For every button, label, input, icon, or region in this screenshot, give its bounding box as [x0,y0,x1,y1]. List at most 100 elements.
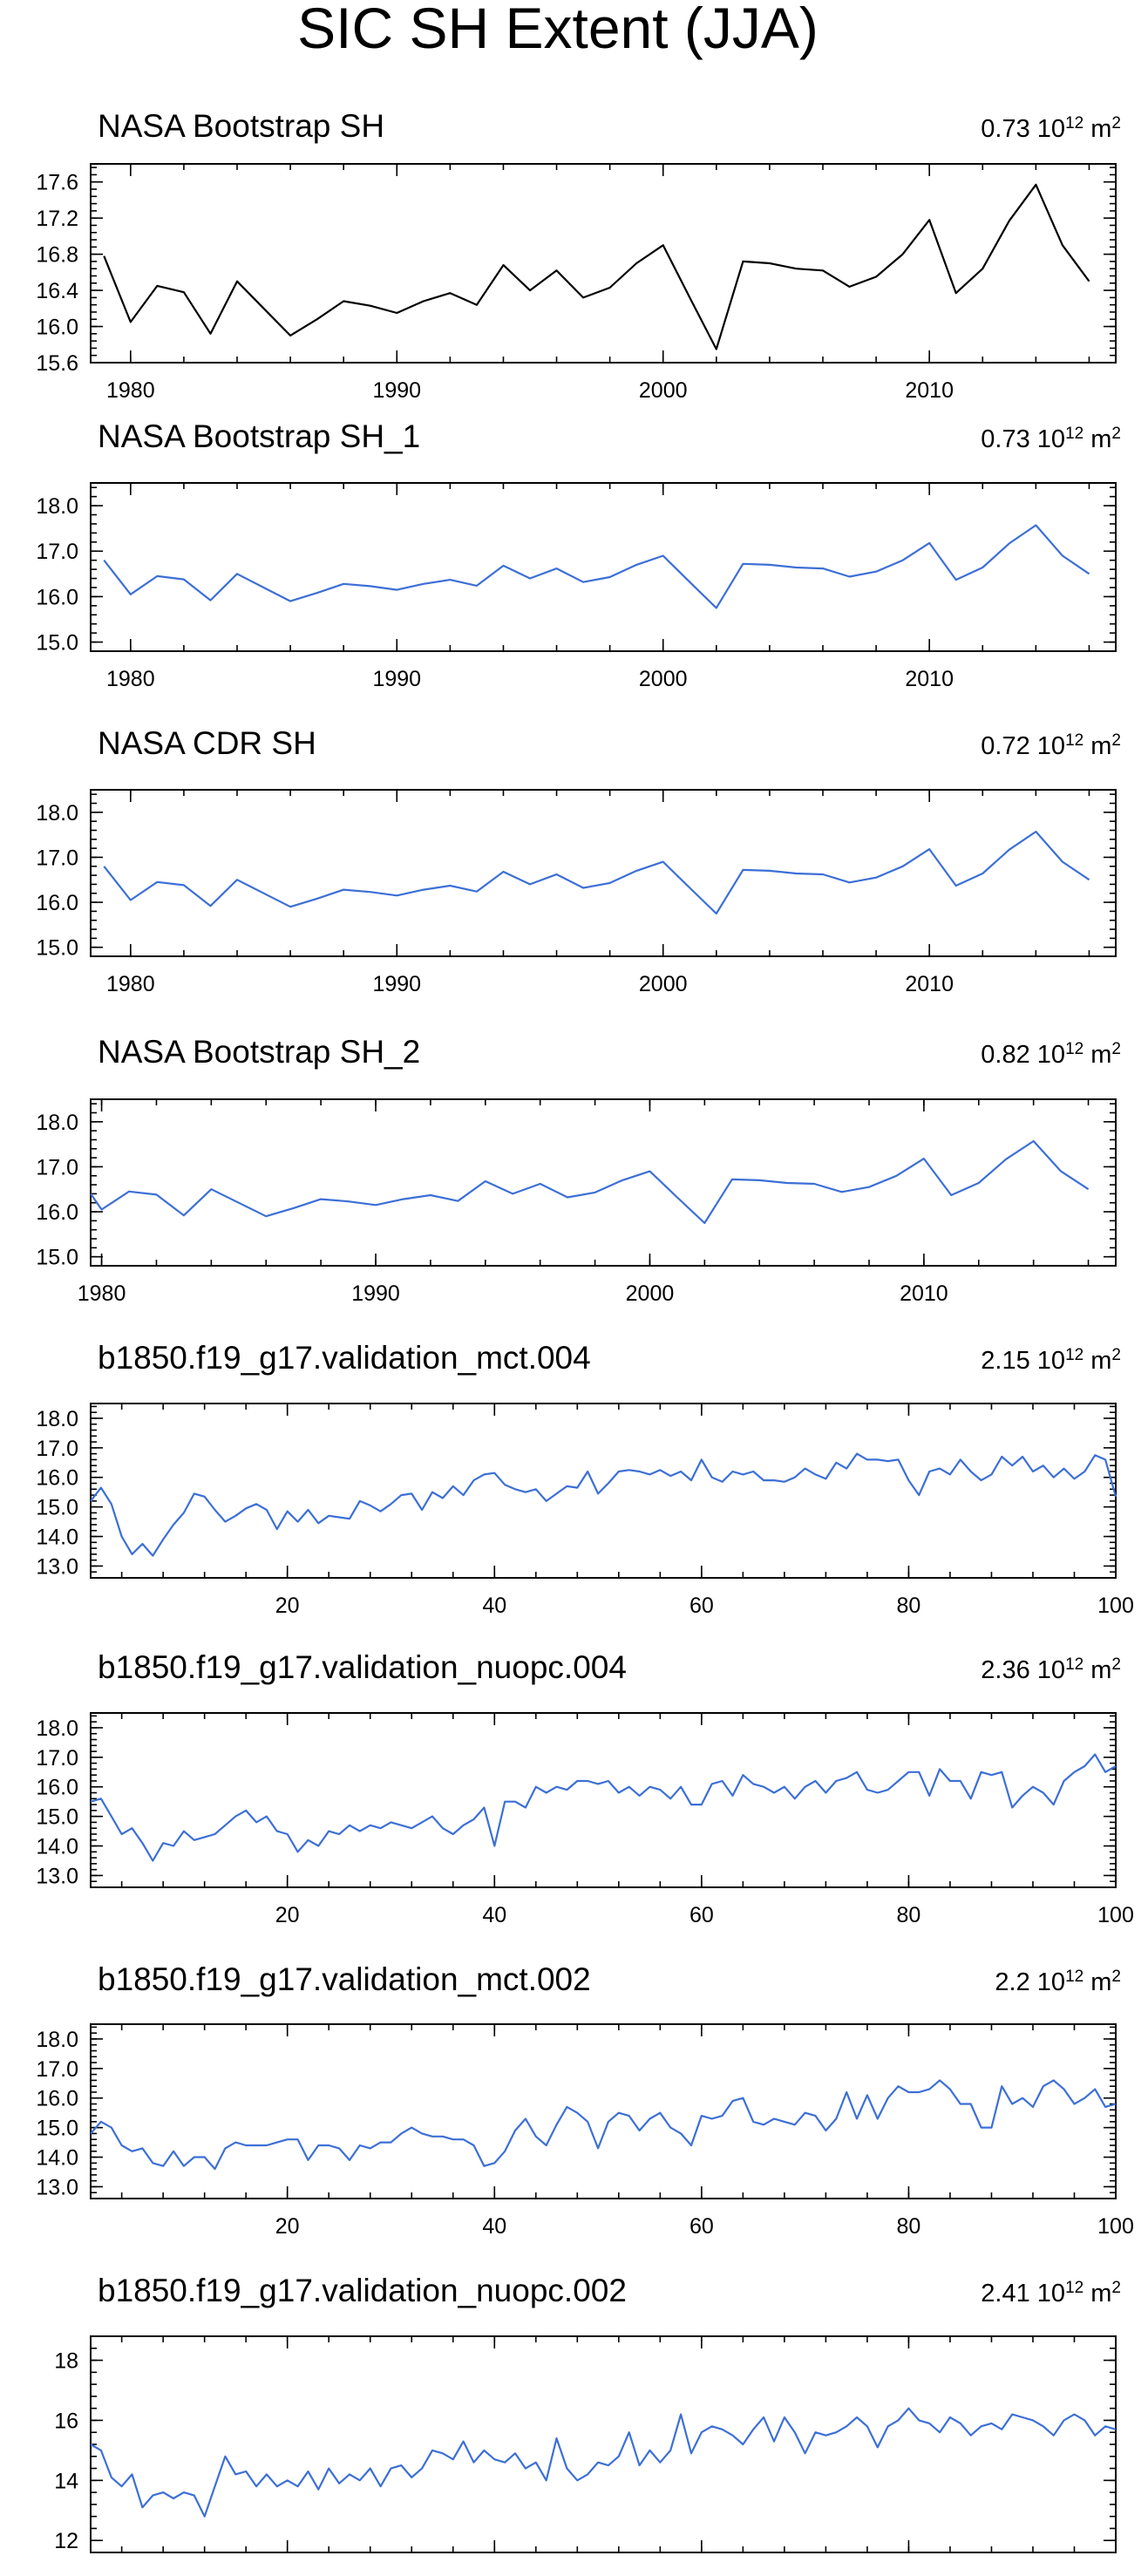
x-tick-label: 100 [1097,2214,1134,2239]
x-tick-label: 60 [689,1903,714,1927]
chart-panel: NASA Bootstrap SH_1 0.73 1012 m2 15.0 16.0 1… [36,418,1121,691]
x-tick-label: 60 [689,1594,714,1618]
series-line [103,830,1090,915]
y-tick-label: 16.0 [36,891,78,915]
stat-label: 2.36 1012 m2 [981,1655,1121,1685]
stat-label: 0.73 1012 m2 [981,425,1121,454]
y-tick-label: 15.0 [36,2117,78,2141]
y-tick-label: 16.0 [36,1466,78,1491]
chart-panel: NASA Bootstrap SH_2 0.82 1012 m2 15.0 16.0 1… [36,1034,1121,1306]
plot-frame [90,789,1117,957]
panel-title: b1850.f19_g17.validation_mct.002 [98,1961,591,1997]
y-tick-label: 18.0 [36,801,78,826]
y-tick-label: 16.0 [36,316,78,340]
series-line [90,1753,1117,1862]
stat-label: 0.73 1012 m2 [981,114,1121,144]
x-tick-label: 1980 [106,378,155,403]
panel-title: b1850.f19_g17.validation_mct.004 [98,1340,591,1376]
x-tick-label: 40 [482,2214,506,2239]
panel-title: NASA Bootstrap SH [98,108,384,144]
y-tick-label: 14.0 [36,1835,78,1859]
y-tick-label: 14.0 [36,2146,78,2171]
y-tick-label: 14.0 [36,1526,78,1550]
y-tick-label: 12 [54,2529,78,2553]
y-tick-label: 15.0 [36,1246,78,1270]
y-tick-label: 17.0 [36,2057,78,2082]
y-tick-label: 13.0 [36,2175,78,2199]
x-tick-label: 2010 [900,1281,948,1306]
x-tick-label: 1980 [78,1281,126,1306]
plot-frame [90,482,1117,652]
series-line [103,524,1090,609]
chart-panel: b1850.f19_g17.validation_nuopc.002 2.41 1… [54,2273,1134,2576]
y-tick-label: 18.0 [36,1111,78,1135]
x-tick-label: 80 [897,2214,921,2239]
x-tick-label: 2000 [626,1281,675,1306]
y-tick-label: 13.0 [36,1864,78,1888]
stat-label: 2.2 1012 m2 [995,1968,1121,1997]
y-tick-label: 15.0 [36,936,78,961]
x-tick-label: 1980 [106,667,155,691]
chart-panel: b1850.f19_g17.validation_mct.002 2.2 1012… [36,1961,1134,2239]
x-tick-label: 40 [482,1594,506,1618]
x-tick-label: 40 [482,1903,506,1927]
chart-panel: b1850.f19_g17.validation_mct.004 2.15 101… [36,1340,1134,1618]
plot-frame [90,1712,1117,1888]
y-tick-label: 17.0 [36,1155,78,1179]
y-tick-label: 16.0 [36,1200,78,1225]
x-tick-label: 1990 [351,1281,400,1306]
x-tick-label: 80 [897,1903,921,1927]
y-tick-label: 15.0 [36,1496,78,1520]
y-tick-label: 17.0 [36,1437,78,1461]
plot-frame [90,1403,1117,1579]
chart-panel: b1850.f19_g17.validation_nuopc.004 2.36 1… [36,1649,1134,1927]
y-tick-label: 16 [54,2409,78,2433]
y-tick-label: 17.0 [36,1746,78,1771]
x-tick-label: 80 [897,1594,921,1618]
y-tick-label: 16.8 [36,243,78,268]
stat-label: 0.82 1012 m2 [981,1040,1121,1070]
panel-title: NASA CDR SH [98,725,316,761]
stat-label: 2.41 1012 m2 [981,2279,1121,2308]
y-tick-label: 18.0 [36,494,78,519]
series-line [103,183,1090,350]
y-tick-label: 18 [54,2349,78,2374]
x-tick-label: 2010 [905,378,954,403]
x-tick-label: 100 [1097,1594,1134,1618]
panel-title: b1850.f19_g17.validation_nuopc.004 [98,1649,627,1685]
panels: NASA Bootstrap SH 0.73 1012 m2 15.6 16.0 16.… [36,108,1134,2576]
x-tick-label: 60 [689,2214,714,2239]
plot-frame [90,163,1117,364]
x-tick-label: 1980 [106,972,155,996]
plot-frame [90,2335,1117,2553]
series-line [90,2407,1117,2518]
x-tick-label: 60 [689,2568,714,2572]
y-tick-label: 15.6 [36,351,78,376]
x-tick-label: 2000 [639,972,688,996]
figure-title: SIC SH Extent (JJA) [297,0,819,60]
x-tick-label: 2010 [905,972,954,996]
x-tick-label: 100 [1097,2568,1134,2572]
x-tick-label: 2000 [639,667,688,691]
y-tick-label: 18.0 [36,2028,78,2052]
stat-label: 0.72 1012 m2 [981,731,1121,761]
x-tick-label: 20 [275,1903,300,1927]
y-tick-label: 16.4 [36,279,78,303]
plot-frame [90,2023,1117,2199]
y-tick-label: 14 [54,2469,78,2493]
y-tick-label: 15.0 [36,631,78,656]
y-tick-label: 13.0 [36,1554,78,1579]
chart-panel: NASA CDR SH 0.72 1012 m2 15.0 16.0 17.0 18.0 1… [36,725,1121,996]
x-tick-label: 1990 [372,667,421,691]
x-tick-label: 100 [1097,1903,1134,1927]
y-tick-label: 17.6 [36,171,78,195]
x-tick-label: 20 [275,2214,300,2239]
x-tick-label: 80 [897,2568,921,2572]
y-tick-label: 15.0 [36,1805,78,1830]
chart-panel: NASA Bootstrap SH 0.73 1012 m2 15.6 16.0 16.… [36,108,1121,403]
y-tick-label: 18.0 [36,1716,78,1741]
y-tick-label: 16.0 [36,1776,78,1800]
plot-frame [90,1098,1117,1267]
x-tick-label: 2000 [639,378,688,403]
